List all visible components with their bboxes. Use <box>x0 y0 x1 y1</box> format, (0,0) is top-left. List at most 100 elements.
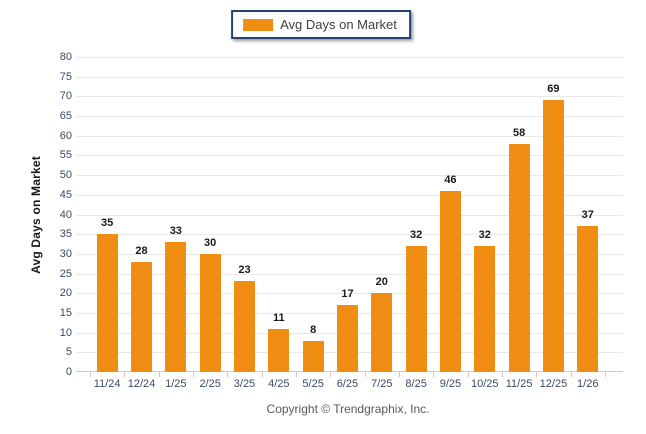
x-tick-label-6/25: 6/25 <box>336 378 359 390</box>
plot-area: 35 28 33 30 23 11 8 17 20 32 46 32 58 69 37 <box>76 57 623 377</box>
x-axis-tick <box>364 372 366 377</box>
x-tick-label-3/25: 3/25 <box>233 378 256 390</box>
bar-slot-8/25: 32 <box>399 57 433 372</box>
bar-slot-1/26: 37 <box>571 57 605 372</box>
bars-layer: 35 28 33 30 23 11 8 17 20 32 46 32 58 69 37 <box>80 57 623 372</box>
y-tick-label-75: 75 <box>59 70 72 83</box>
bar-value-label-11/24: 35 <box>101 217 114 230</box>
gridline-25 <box>76 273 623 275</box>
bar-5/25: 8 <box>302 324 324 372</box>
x-tick-label-11/25: 11/25 <box>505 378 533 390</box>
bar-10/25: 32 <box>474 229 496 372</box>
bar-value-label-8/25: 32 <box>409 229 423 241</box>
gridline-80 <box>76 57 623 58</box>
bar-9/25: 46 <box>439 174 461 372</box>
bar-slot-11/25: 58 <box>502 57 536 372</box>
gridline-70 <box>76 96 623 98</box>
gridline-35 <box>76 234 623 236</box>
bar-slot-9/25: 46 <box>433 57 467 372</box>
x-axis-tick <box>467 372 469 377</box>
bar-6/25: 17 <box>336 288 358 372</box>
x-axis-tick <box>330 372 332 377</box>
x-tick-label-12/25: 12/25 <box>539 378 568 390</box>
x-axis-tick <box>193 372 194 377</box>
bar-11/24: 35 <box>96 217 118 372</box>
bar-value-label-12/25: 69 <box>547 83 560 96</box>
y-tick-label-5: 5 <box>65 346 72 359</box>
x-tick-label-8/25: 8/25 <box>405 378 427 390</box>
bar-slot-3/25: 23 <box>227 57 261 372</box>
gridline-60 <box>76 135 623 137</box>
x-axis-tick <box>227 372 229 377</box>
x-axis-tick <box>536 372 538 377</box>
gridline-20 <box>76 293 623 295</box>
bar-value-label-11/25: 58 <box>512 126 526 139</box>
bar-value-label-6/25: 17 <box>341 288 354 301</box>
x-tick-label-1/26: 1/26 <box>577 378 599 390</box>
bar-slot-5/25: 8 <box>296 57 330 372</box>
bar-value-label-9/25: 46 <box>444 173 457 186</box>
bar-12/25: 69 <box>542 83 564 372</box>
legend-swatch-icon <box>243 18 274 31</box>
y-tick-label-65: 65 <box>59 110 72 123</box>
y-tick-label-40: 40 <box>59 208 72 221</box>
bar-4/25: 11 <box>268 312 290 372</box>
x-axis-tick <box>605 372 606 377</box>
x-axis-tick <box>124 372 126 377</box>
bar-slot-11/24: 35 <box>90 57 124 372</box>
bar-value-label-1/26: 37 <box>581 209 594 222</box>
x-tick-label-12/24: 12/24 <box>127 378 156 390</box>
x-axis-tick <box>433 372 435 377</box>
bar-value-label-12/24: 28 <box>135 244 148 257</box>
bar-slot-6/25: 17 <box>330 57 364 372</box>
y-tick-label-70: 70 <box>59 90 72 103</box>
y-tick-label-0: 0 <box>65 366 72 378</box>
bar-value-label-10/25: 32 <box>478 229 491 241</box>
bar-value-label-4/25: 11 <box>272 311 285 324</box>
x-axis-tick <box>399 372 400 377</box>
y-tick-label-25: 25 <box>59 267 72 280</box>
y-tick-label-80: 80 <box>59 51 72 63</box>
x-axis-tick <box>90 372 91 377</box>
x-axis-tick <box>502 372 503 377</box>
y-tick-label-45: 45 <box>59 188 72 201</box>
y-tick-label-50: 50 <box>59 169 72 182</box>
bar-slot-7/25: 20 <box>365 57 399 372</box>
bar-1/26: 37 <box>577 209 599 372</box>
bar-7/25: 20 <box>371 276 393 372</box>
x-axis-tick <box>296 372 297 377</box>
bar-value-label-7/25: 20 <box>375 276 388 289</box>
bar-1/25: 33 <box>165 225 187 372</box>
x-tick-label-7/25: 7/25 <box>371 378 393 390</box>
bar-2/25: 30 <box>199 237 221 372</box>
gridline-30 <box>76 253 623 255</box>
x-axis-tick <box>158 372 160 377</box>
bar-12/24: 28 <box>130 245 152 372</box>
x-tick-label-5/25: 5/25 <box>302 378 324 390</box>
bar-value-label-5/25: 8 <box>310 323 317 336</box>
y-tick-label-55: 55 <box>59 149 72 162</box>
gridline-65 <box>76 116 623 118</box>
legend-label: Avg Days on Market <box>280 17 397 32</box>
bar-slot-4/25: 11 <box>262 57 296 372</box>
x-tick-label-2/25: 2/25 <box>199 378 221 390</box>
gridline-55 <box>76 155 623 157</box>
bar-3/25: 23 <box>233 264 255 372</box>
gridline-75 <box>76 76 623 78</box>
gridline-40 <box>76 214 623 216</box>
gridline-45 <box>76 194 623 196</box>
y-tick-label-30: 30 <box>59 247 72 260</box>
bar-slot-12/25: 69 <box>536 57 570 372</box>
copyright-text: Copyright © Trendgraphix, Inc. <box>266 402 430 416</box>
bar-slot-10/25: 32 <box>468 57 502 372</box>
chart-legend: Avg Days on Market <box>231 10 411 39</box>
y-tick-label-60: 60 <box>59 129 72 142</box>
bar-value-label-3/25: 23 <box>238 264 251 277</box>
bar-11/25: 58 <box>508 127 530 372</box>
bar-value-label-2/25: 30 <box>204 236 217 249</box>
bar-8/25: 32 <box>405 229 427 372</box>
x-axis-tick <box>570 372 572 377</box>
x-tick-label-4/25: 4/25 <box>268 378 290 390</box>
x-tick-label-10/25: 10/25 <box>471 378 499 390</box>
